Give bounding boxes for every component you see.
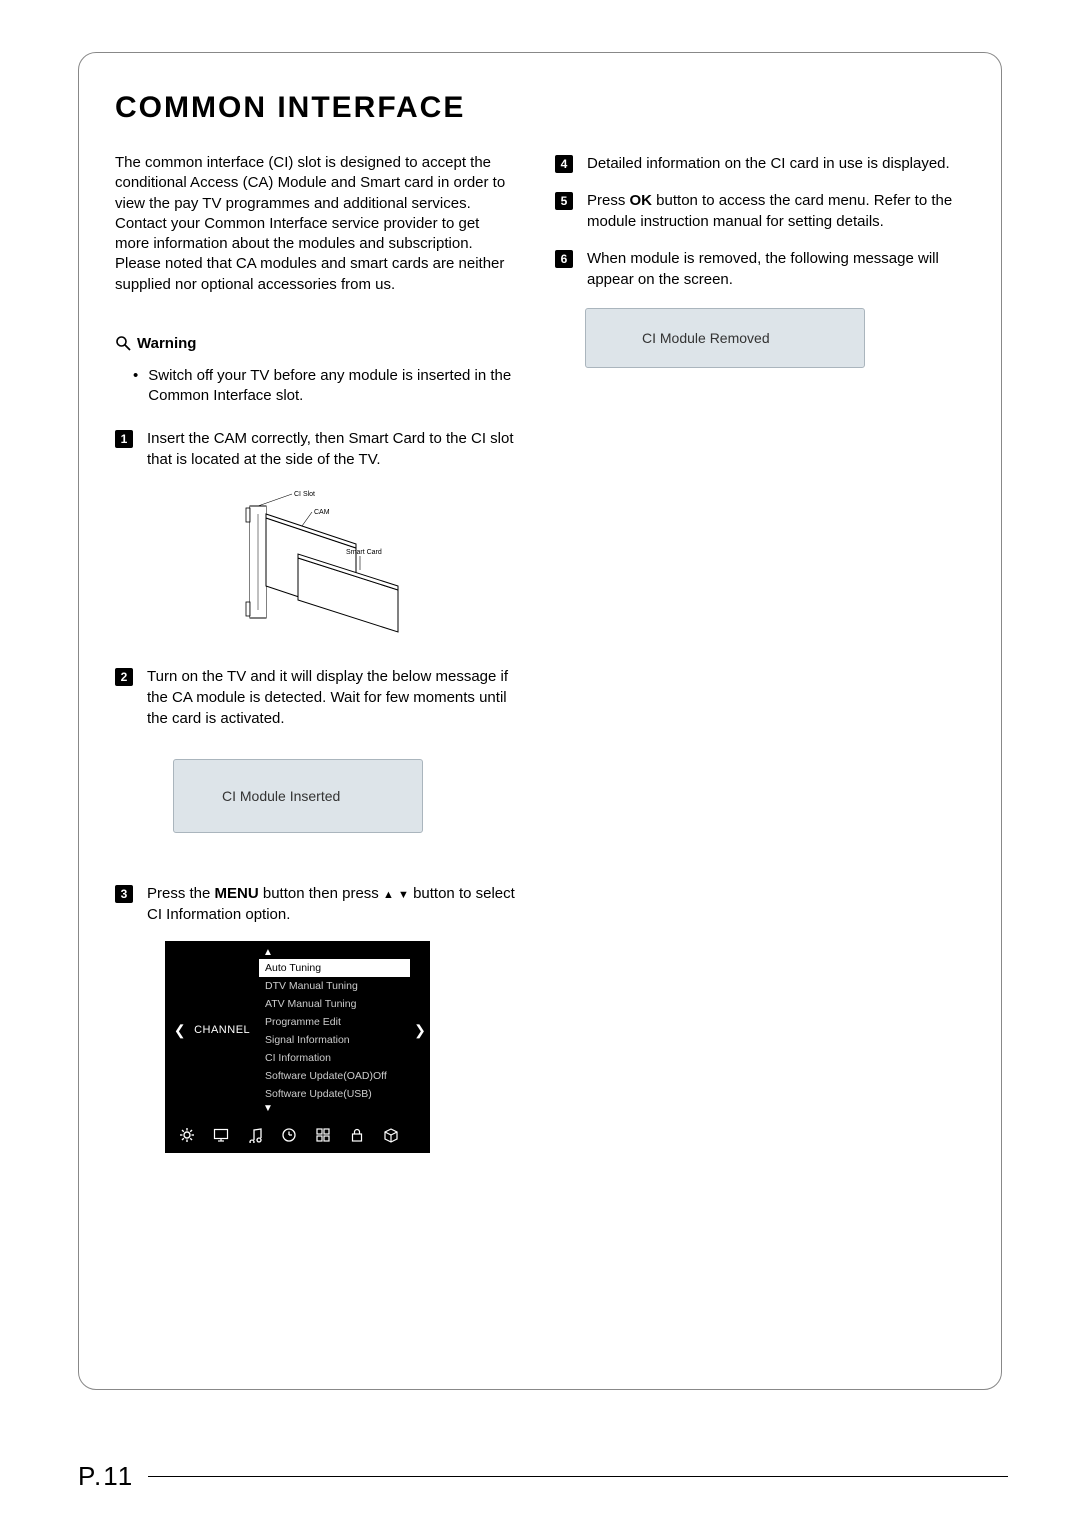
lock-icon bbox=[349, 1127, 365, 1143]
warning-label: Warning bbox=[137, 335, 196, 352]
clock-icon bbox=[281, 1127, 297, 1143]
apps-grid-icon bbox=[315, 1127, 331, 1143]
menu-item: Software Update(USB) bbox=[259, 1085, 410, 1103]
osd-menu: ❮ CHANNEL ▲ Auto Tuning DTV Manual Tunin… bbox=[165, 941, 430, 1153]
menu-item: CI Information bbox=[259, 1049, 410, 1067]
ci-removed-message: CI Module Removed bbox=[585, 308, 865, 368]
diagram-label-cam: CAM bbox=[314, 509, 330, 516]
menu-down-arrow-icon: ▼ bbox=[259, 1103, 410, 1115]
box-icon bbox=[383, 1127, 399, 1143]
step-6: 6 When module is removed, the following … bbox=[555, 248, 955, 290]
up-triangle-icon: ▲ bbox=[383, 889, 394, 901]
down-triangle-icon: ▼ bbox=[398, 889, 409, 901]
menu-item: Signal Information bbox=[259, 1031, 410, 1049]
step-5-text: Press OK button to access the card menu.… bbox=[587, 190, 955, 232]
step-3: 3 Press the MENU button then press ▲ ▼ b… bbox=[115, 883, 515, 925]
magnifier-icon bbox=[115, 335, 131, 351]
step-number-2: 2 bbox=[115, 668, 133, 686]
menu-up-arrow-icon: ▲ bbox=[259, 947, 410, 959]
diagram-label-slot: CI Slot bbox=[294, 491, 315, 498]
diagram-label-card: Smart Card bbox=[346, 549, 382, 556]
gear-icon bbox=[179, 1127, 195, 1143]
step-1: 1 Insert the CAM correctly, then Smart C… bbox=[115, 428, 515, 470]
intro-paragraph: The common interface (CI) slot is design… bbox=[115, 153, 515, 295]
osd-section-label: ❮ CHANNEL bbox=[165, 941, 259, 1119]
osd-icon-row bbox=[165, 1119, 430, 1149]
step-2-text: Turn on the TV and it will display the b… bbox=[147, 666, 515, 729]
cam-diagram: CI Slot CAM Smart Card bbox=[115, 486, 515, 636]
menu-item: DTV Manual Tuning bbox=[259, 977, 410, 995]
menu-item: Programme Edit bbox=[259, 1013, 410, 1031]
ci-inserted-text: CI Module Inserted bbox=[222, 788, 340, 804]
chevron-right-icon: ❯ bbox=[410, 941, 430, 1119]
chevron-left-icon: ❮ bbox=[174, 1022, 186, 1039]
osd-menu-list: ▲ Auto Tuning DTV Manual Tuning ATV Manu… bbox=[259, 941, 410, 1119]
step-2: 2 Turn on the TV and it will display the… bbox=[115, 666, 515, 729]
menu-item: Software Update(OAD)Off bbox=[259, 1067, 410, 1085]
page-frame: COMMON INTERFACE The common interface (C… bbox=[78, 52, 1002, 1390]
left-column: The common interface (CI) slot is design… bbox=[115, 153, 515, 1153]
ci-removed-text: CI Module Removed bbox=[642, 330, 770, 346]
warning-heading: Warning bbox=[115, 335, 515, 352]
step-3-text: Press the MENU button then press ▲ ▼ but… bbox=[147, 883, 515, 925]
page-title: COMMON INTERFACE bbox=[115, 91, 965, 125]
monitor-icon bbox=[213, 1127, 229, 1143]
bullet-dot: • bbox=[133, 366, 138, 407]
step-number-5: 5 bbox=[555, 192, 573, 210]
step-1-text: Insert the CAM correctly, then Smart Car… bbox=[147, 428, 515, 470]
page-number: P.11 bbox=[78, 1461, 1008, 1492]
step-number-1: 1 bbox=[115, 430, 133, 448]
step-number-4: 4 bbox=[555, 155, 573, 173]
menu-item: Auto Tuning bbox=[259, 959, 410, 977]
step-number-3: 3 bbox=[115, 885, 133, 903]
step-number-6: 6 bbox=[555, 250, 573, 268]
warning-bullet: • Switch off your TV before any module i… bbox=[133, 366, 515, 407]
step-5: 5 Press OK button to access the card men… bbox=[555, 190, 955, 232]
menu-item: ATV Manual Tuning bbox=[259, 995, 410, 1013]
music-note-icon bbox=[247, 1127, 263, 1143]
step-4-text: Detailed information on the CI card in u… bbox=[587, 153, 950, 174]
warning-bullet-text: Switch off your TV before any module is … bbox=[148, 366, 515, 407]
page-number-rule bbox=[148, 1476, 1008, 1477]
osd-menu-body: ❮ CHANNEL ▲ Auto Tuning DTV Manual Tunin… bbox=[165, 941, 430, 1119]
content-columns: The common interface (CI) slot is design… bbox=[115, 153, 965, 1153]
right-column: 4 Detailed information on the CI card in… bbox=[555, 153, 955, 1153]
step-4: 4 Detailed information on the CI card in… bbox=[555, 153, 955, 174]
ci-inserted-message: CI Module Inserted bbox=[173, 759, 423, 833]
step-6-text: When module is removed, the following me… bbox=[587, 248, 955, 290]
